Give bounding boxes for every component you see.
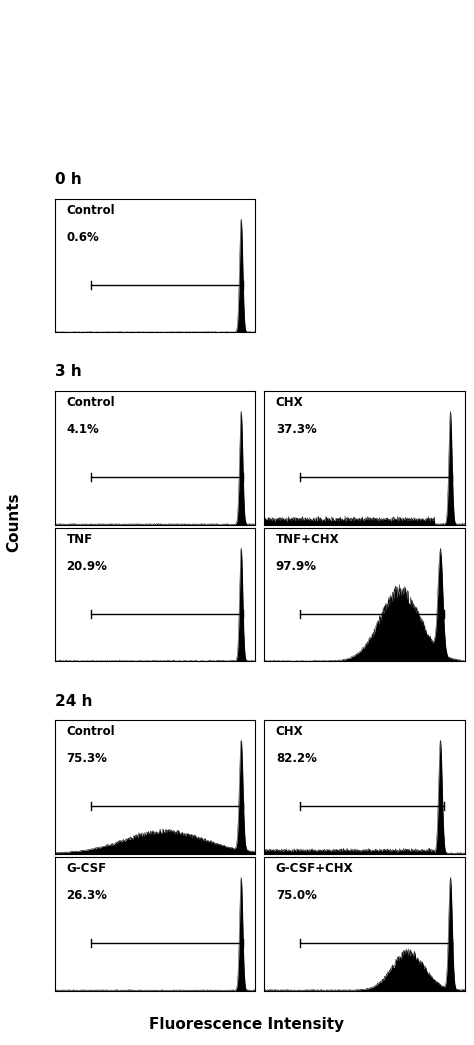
- Text: Counts: Counts: [7, 492, 22, 553]
- Text: 0 h: 0 h: [55, 172, 81, 187]
- Text: 3 h: 3 h: [55, 365, 81, 379]
- Text: 82.2%: 82.2%: [276, 752, 317, 765]
- Text: CHX: CHX: [276, 396, 303, 410]
- Text: Fluorescence Intensity: Fluorescence Intensity: [149, 1018, 344, 1032]
- Text: 0.6%: 0.6%: [66, 231, 100, 243]
- Text: Control: Control: [66, 204, 115, 217]
- Text: TNF+CHX: TNF+CHX: [276, 533, 339, 547]
- Text: 24 h: 24 h: [55, 694, 92, 709]
- Text: G-CSF: G-CSF: [66, 862, 107, 876]
- Text: 4.1%: 4.1%: [66, 423, 100, 436]
- Text: 97.9%: 97.9%: [276, 560, 317, 573]
- Text: CHX: CHX: [276, 725, 303, 739]
- Text: 75.0%: 75.0%: [276, 889, 317, 902]
- Text: Control: Control: [66, 396, 115, 410]
- Text: 75.3%: 75.3%: [66, 752, 108, 765]
- Text: 20.9%: 20.9%: [66, 560, 108, 573]
- Text: 26.3%: 26.3%: [66, 889, 108, 902]
- Text: Control: Control: [66, 725, 115, 739]
- Text: 37.3%: 37.3%: [276, 423, 317, 436]
- Text: G-CSF+CHX: G-CSF+CHX: [276, 862, 354, 876]
- Text: TNF: TNF: [66, 533, 93, 547]
